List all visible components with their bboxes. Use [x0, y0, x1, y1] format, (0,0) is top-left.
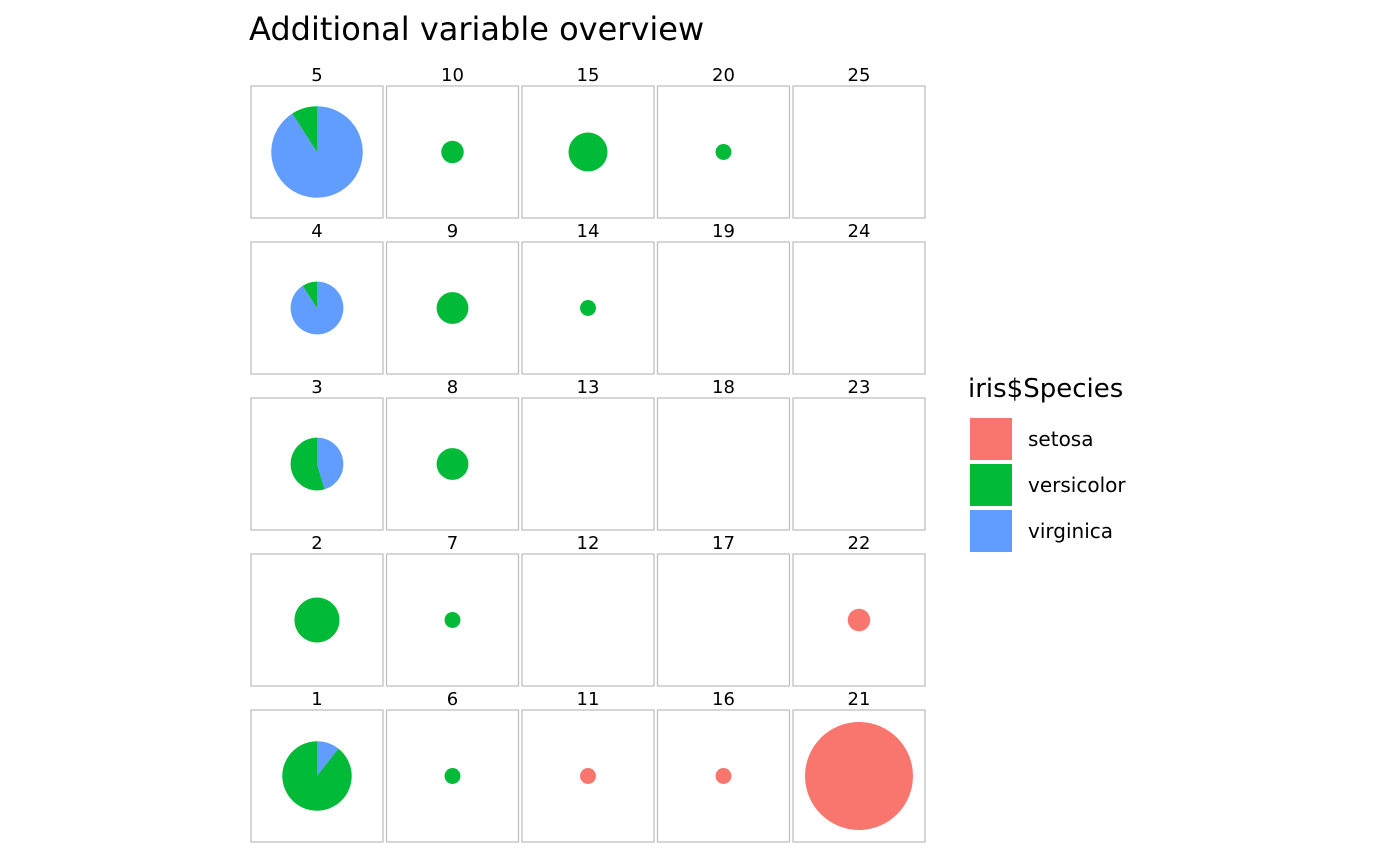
cell-label: 24 — [848, 221, 871, 242]
cell-3: 3 — [250, 377, 384, 531]
cell-panel — [656, 397, 791, 531]
pie-slice-setosa — [847, 608, 871, 632]
cell-label: 13 — [577, 377, 600, 398]
cell-label: 15 — [577, 65, 600, 86]
legend-key — [970, 464, 1012, 506]
cell-label: 2 — [311, 533, 322, 554]
cell-2: 2 — [250, 533, 384, 687]
pie-slice-versicolor — [580, 300, 596, 316]
cell-label: 25 — [848, 65, 871, 86]
cell-25: 25 — [792, 65, 926, 219]
cell-label: 8 — [447, 377, 458, 398]
cells-layer: 1234567891011121314151617181920212223242… — [250, 65, 926, 843]
pie-slice-versicolor — [282, 741, 352, 811]
pie-slice-setosa — [580, 768, 596, 784]
cell-4: 4 — [250, 221, 384, 375]
cell-10: 10 — [385, 65, 520, 219]
pie-slice-versicolor — [436, 448, 469, 480]
cell-label: 16 — [712, 689, 735, 710]
cell-20: 20 — [656, 65, 791, 219]
cell-label: 22 — [848, 533, 871, 554]
cell-14: 14 — [521, 221, 655, 375]
cell-label: 14 — [577, 221, 600, 242]
pie-slice-setosa — [715, 768, 732, 784]
pie-slice-virginica — [290, 281, 344, 335]
legend-key — [970, 510, 1012, 552]
pie-slice-versicolor — [294, 597, 340, 643]
pie-slice-versicolor — [441, 140, 464, 164]
cell-label: 19 — [712, 221, 735, 242]
cell-label: 7 — [447, 533, 458, 554]
pie-slice-virginica — [271, 106, 363, 198]
legend-title: iris$Species — [968, 374, 1123, 404]
legend: iris$Species setosa versicolor virginica — [968, 374, 1126, 552]
legend-entry-versicolor: versicolor — [970, 464, 1126, 506]
pie-slice-versicolor — [302, 281, 317, 308]
cell-label: 20 — [712, 65, 735, 86]
cell-label: 12 — [577, 533, 600, 554]
cell-11: 11 — [521, 689, 655, 843]
pie-slice-versicolor — [444, 768, 461, 784]
chart-title: Additional variable overview — [249, 10, 704, 48]
cell-7: 7 — [385, 533, 520, 687]
cell-label: 11 — [577, 689, 600, 710]
legend-entry-virginica: virginica — [970, 510, 1113, 552]
legend-entries: setosa versicolor virginica — [970, 418, 1126, 552]
cell-panel — [521, 553, 655, 687]
pie-slice-setosa — [805, 722, 913, 830]
cell-19: 19 — [656, 221, 791, 375]
cell-18: 18 — [656, 377, 791, 531]
cell-label: 18 — [712, 377, 735, 398]
cell-panel — [521, 397, 655, 531]
cell-9: 9 — [385, 221, 520, 375]
cell-15: 15 — [521, 65, 655, 219]
cell-panel — [656, 241, 791, 375]
cell-label: 3 — [311, 377, 322, 398]
cell-panel — [656, 553, 791, 687]
cell-17: 17 — [656, 533, 791, 687]
cell-label: 21 — [848, 689, 871, 710]
cell-5: 5 — [250, 65, 384, 219]
cell-panel — [792, 397, 926, 531]
pie-slice-virginica — [317, 741, 339, 776]
cell-label: 5 — [311, 65, 322, 86]
pie-slice-virginica — [317, 437, 344, 490]
cell-label: 9 — [447, 221, 458, 242]
cell-panel — [792, 85, 926, 219]
cell-panel — [792, 241, 926, 375]
cell-21: 21 — [792, 689, 926, 843]
cell-22: 22 — [792, 533, 926, 687]
pie-slice-versicolor — [292, 106, 317, 152]
legend-entry-setosa: setosa — [970, 418, 1093, 460]
legend-label: setosa — [1028, 427, 1093, 451]
cell-label: 1 — [311, 689, 322, 710]
cell-label: 6 — [447, 689, 458, 710]
legend-label: versicolor — [1028, 473, 1126, 497]
pie-slice-versicolor — [436, 292, 469, 324]
cell-16: 16 — [656, 689, 791, 843]
pie-slice-versicolor — [444, 612, 461, 628]
cell-6: 6 — [385, 689, 520, 843]
cell-label: 4 — [311, 221, 322, 242]
cell-13: 13 — [521, 377, 655, 531]
pie-slice-versicolor — [568, 132, 608, 172]
cell-23: 23 — [792, 377, 926, 531]
legend-label: virginica — [1028, 519, 1113, 543]
cell-12: 12 — [521, 533, 655, 687]
cell-1: 1 — [250, 689, 384, 843]
cell-label: 23 — [848, 377, 871, 398]
cell-label: 17 — [712, 533, 735, 554]
cell-8: 8 — [385, 377, 520, 531]
legend-key — [970, 418, 1012, 460]
cell-label: 10 — [441, 65, 464, 86]
pie-slice-versicolor — [715, 144, 732, 160]
pie-slice-versicolor — [290, 437, 325, 491]
cell-24: 24 — [792, 221, 926, 375]
